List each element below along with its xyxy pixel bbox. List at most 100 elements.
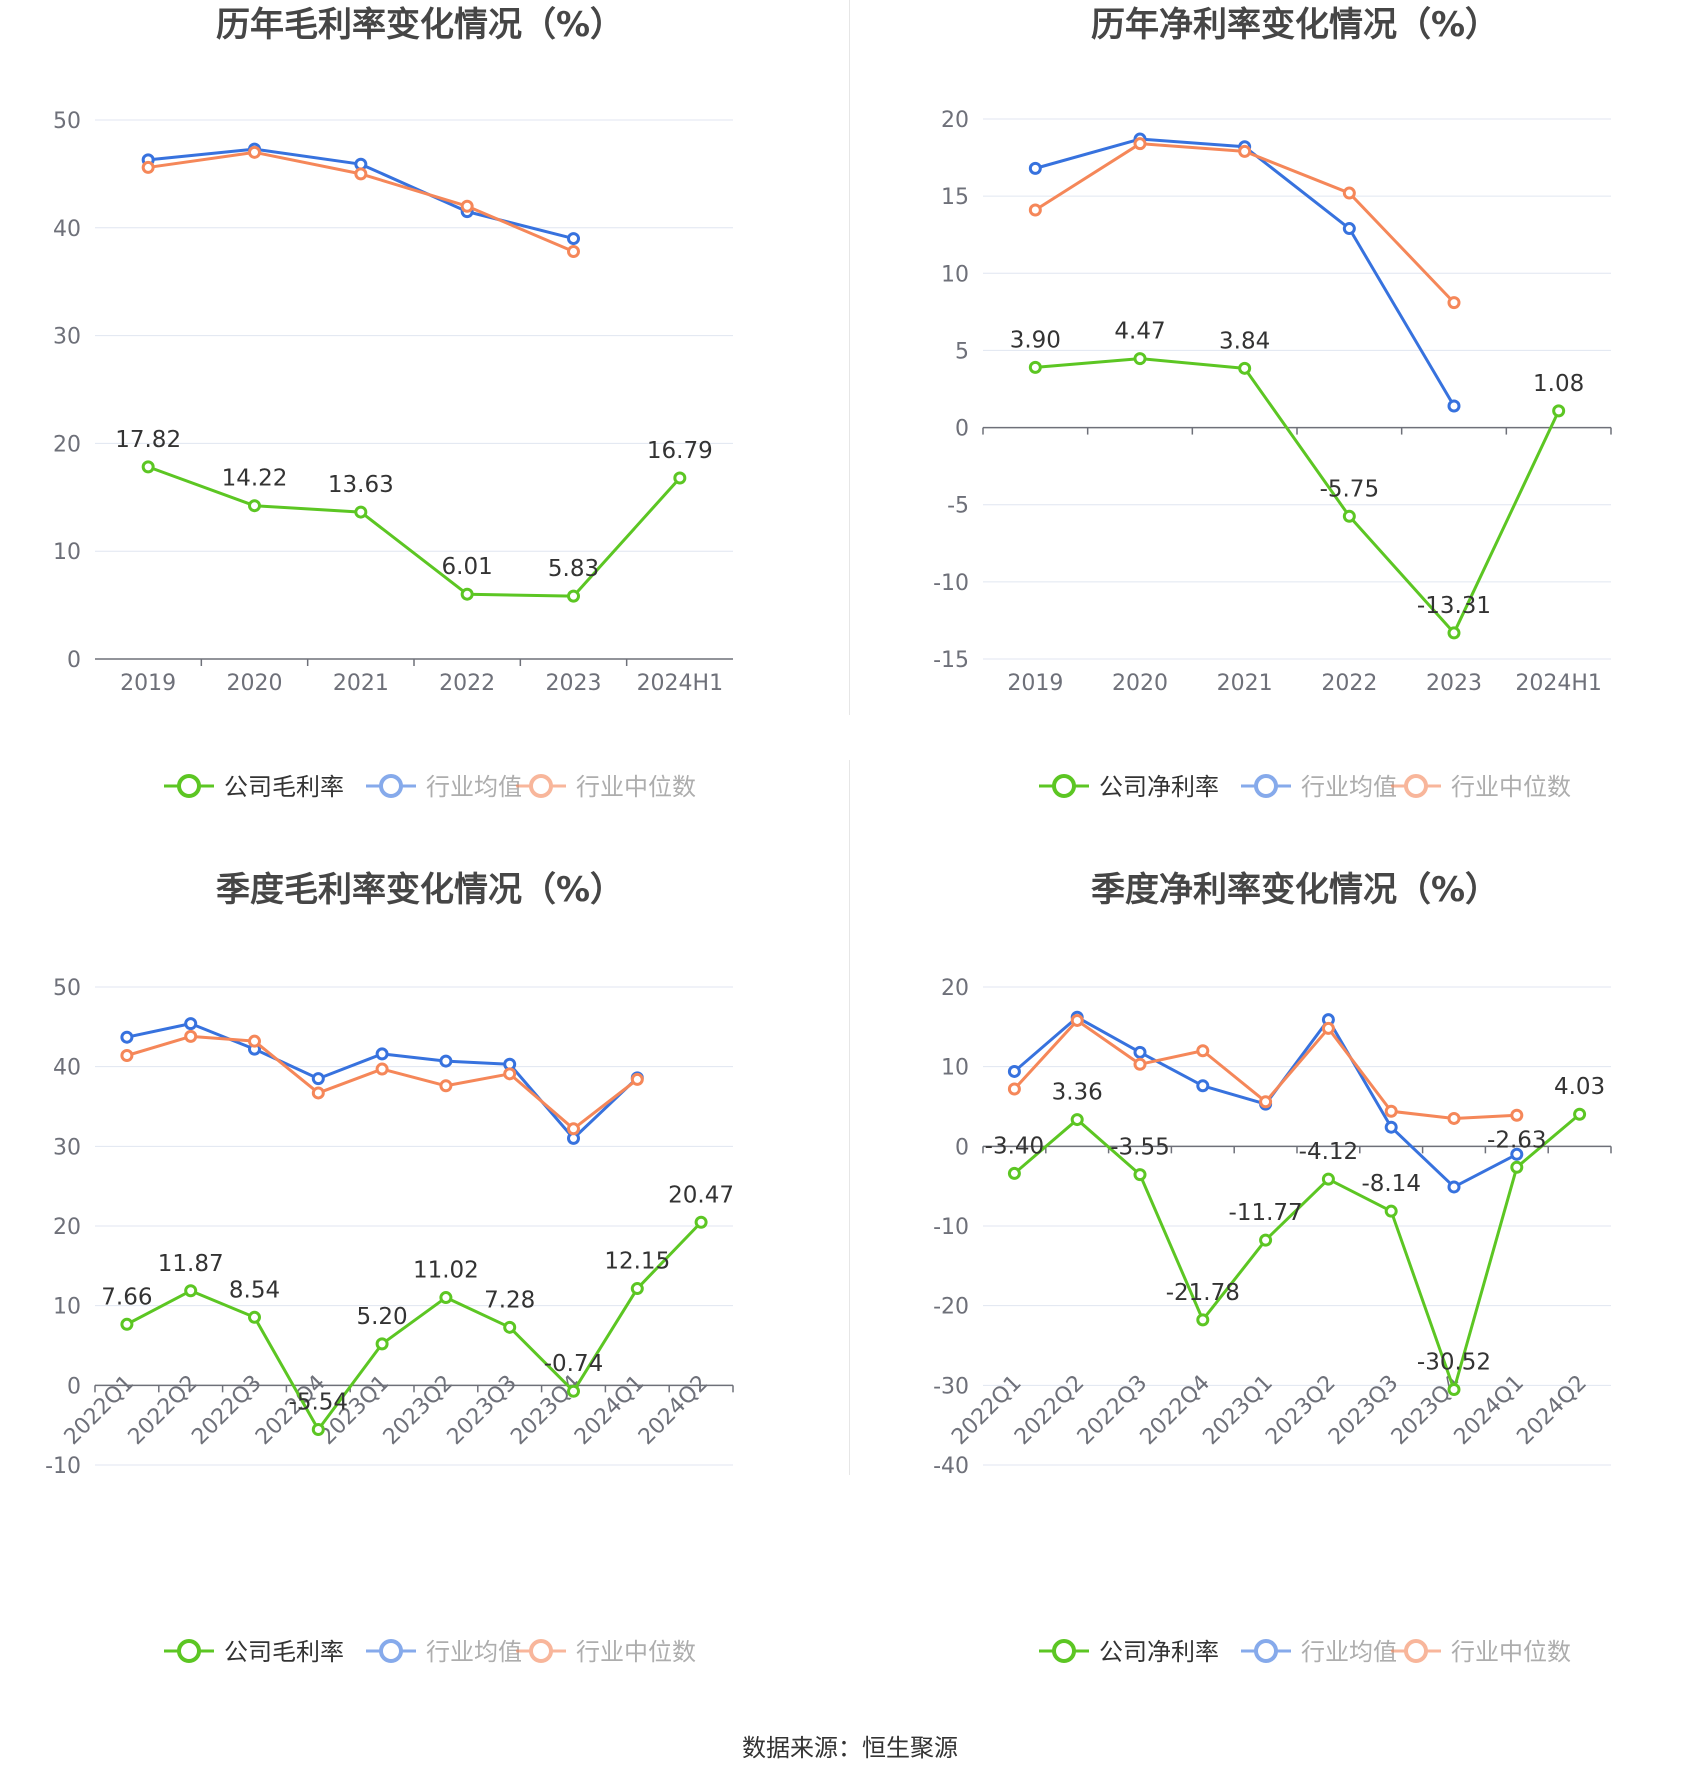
legend-item-company[interactable]: 公司净利率	[1039, 773, 1219, 801]
data-point-industry-avg[interactable]	[1133, 1045, 1147, 1059]
data-point-industry-median[interactable]	[1133, 137, 1147, 151]
legend-item-industry-avg[interactable]: 行业均值	[366, 1638, 522, 1666]
data-point-industry-median[interactable]	[1447, 1111, 1461, 1125]
legend-item-industry-avg[interactable]: 行业均值	[366, 773, 522, 801]
chart-title: 季度净利率变化情况（%）	[1091, 870, 1499, 910]
data-point-company[interactable]	[503, 1320, 517, 1334]
data-point-industry-median[interactable]	[1447, 296, 1461, 310]
data-point-industry-median[interactable]	[1510, 1108, 1524, 1122]
data-point-company[interactable]	[1573, 1107, 1587, 1121]
legend-item-industry-median[interactable]: 行业中位数	[516, 773, 696, 801]
data-point-company[interactable]	[439, 1291, 453, 1305]
data-point-industry-avg[interactable]	[375, 1047, 389, 1061]
x-tick-label: 2023Q4	[506, 1371, 585, 1450]
series-line-company	[1035, 357, 1561, 635]
data-point-industry-avg[interactable]	[184, 1017, 198, 1031]
data-point-industry-median[interactable]	[630, 1072, 644, 1086]
data-point-industry-median[interactable]	[1196, 1044, 1210, 1058]
data-point-company[interactable]	[184, 1284, 198, 1298]
data-point-industry-median[interactable]	[1238, 144, 1252, 158]
legend-item-company[interactable]: 公司毛利率	[164, 1638, 344, 1666]
data-point-company[interactable]	[354, 505, 368, 519]
y-tick-label: 10	[941, 262, 969, 287]
x-tick-label: 2023	[546, 671, 602, 696]
data-point-industry-median[interactable]	[567, 1122, 580, 1136]
data-point-company[interactable]	[1196, 1313, 1210, 1327]
data-point-industry-avg[interactable]	[1342, 222, 1356, 236]
data-point-company[interactable]	[1007, 1166, 1021, 1180]
data-point-company[interactable]	[311, 1422, 325, 1436]
legend-item-company[interactable]: 公司毛利率	[164, 773, 344, 801]
data-point-industry-avg[interactable]	[567, 232, 580, 246]
data-point-industry-avg[interactable]	[439, 1054, 453, 1068]
data-point-industry-avg[interactable]	[1196, 1079, 1210, 1093]
data-point-company[interactable]	[1447, 1382, 1461, 1396]
legend-item-industry-median[interactable]: 行业中位数	[516, 1638, 696, 1666]
data-point-industry-median[interactable]	[375, 1062, 389, 1076]
data-point-company[interactable]	[1028, 360, 1042, 374]
data-point-industry-median[interactable]	[354, 167, 368, 181]
legend-item-industry-median[interactable]: 行业中位数	[1391, 1638, 1571, 1666]
data-point-company[interactable]	[1447, 626, 1461, 640]
data-point-industry-median[interactable]	[439, 1079, 453, 1093]
data-point-industry-median[interactable]	[1342, 186, 1356, 200]
data-point-company[interactable]	[673, 471, 687, 485]
data-point-industry-avg[interactable]	[1384, 1120, 1398, 1134]
legend-item-company[interactable]: 公司净利率	[1039, 1638, 1219, 1666]
data-point-company[interactable]	[567, 1384, 580, 1398]
data-point-company[interactable]	[567, 589, 580, 603]
data-point-company[interactable]	[694, 1215, 708, 1229]
data-point-company[interactable]	[248, 1310, 261, 1324]
data-point-company[interactable]	[248, 499, 261, 513]
data-point-industry-median[interactable]	[1384, 1104, 1398, 1118]
legend-item-industry-avg[interactable]: 行业均值	[1241, 773, 1397, 801]
x-tick-label: 2022	[1321, 671, 1377, 696]
data-point-industry-avg[interactable]	[1007, 1064, 1021, 1078]
data-point-industry-avg[interactable]	[1510, 1147, 1524, 1161]
data-point-company[interactable]	[1321, 1172, 1335, 1186]
data-point-company[interactable]	[1133, 1168, 1147, 1182]
chart-title: 历年毛利率变化情况（%）	[216, 5, 624, 45]
data-point-industry-avg[interactable]	[1028, 161, 1042, 175]
legend-item-industry-avg[interactable]: 行业均值	[1241, 1638, 1397, 1666]
data-point-industry-median[interactable]	[184, 1029, 198, 1043]
legend-marker	[177, 1639, 201, 1663]
data-point-industry-median[interactable]	[460, 199, 474, 213]
data-point-company[interactable]	[120, 1317, 134, 1331]
data-point-industry-median[interactable]	[1133, 1057, 1147, 1071]
data-point-industry-median[interactable]	[1028, 203, 1042, 217]
data-point-company[interactable]	[141, 460, 155, 474]
data-point-industry-median[interactable]	[1007, 1082, 1021, 1096]
y-tick-label: -10	[933, 1215, 969, 1240]
data-point-industry-median[interactable]	[1259, 1095, 1273, 1109]
data-point-company[interactable]	[1238, 361, 1252, 375]
chart-3: 季度毛利率变化情况（%）-10010203040502022Q12022Q220…	[45, 870, 734, 1666]
data-point-industry-avg[interactable]	[1447, 399, 1461, 413]
legend-label: 公司净利率	[1099, 773, 1219, 801]
data-point-company[interactable]	[460, 587, 474, 601]
data-point-industry-median[interactable]	[1321, 1021, 1335, 1035]
data-point-company[interactable]	[1510, 1160, 1524, 1174]
data-point-industry-median[interactable]	[248, 145, 261, 159]
data-point-industry-median[interactable]	[141, 160, 155, 174]
data-point-industry-median[interactable]	[248, 1034, 261, 1048]
data-point-company[interactable]	[1552, 404, 1566, 418]
data-point-industry-avg[interactable]	[120, 1030, 134, 1044]
data-point-industry-median[interactable]	[120, 1049, 134, 1063]
legend-item-industry-median[interactable]: 行业中位数	[1391, 773, 1571, 801]
data-point-industry-median[interactable]	[1070, 1013, 1084, 1027]
data-point-industry-avg[interactable]	[311, 1072, 325, 1086]
data-label: -11.77	[1229, 1200, 1303, 1226]
data-point-industry-avg[interactable]	[1447, 1180, 1461, 1194]
data-point-company[interactable]	[1384, 1204, 1398, 1218]
data-point-industry-median[interactable]	[311, 1086, 325, 1100]
legend-label: 公司净利率	[1099, 1638, 1219, 1666]
data-point-company[interactable]	[1342, 509, 1356, 523]
data-point-industry-median[interactable]	[567, 245, 580, 259]
data-point-company[interactable]	[375, 1337, 389, 1351]
data-point-company[interactable]	[1259, 1233, 1273, 1247]
data-point-company[interactable]	[630, 1282, 644, 1296]
data-point-industry-median[interactable]	[503, 1067, 517, 1081]
data-point-company[interactable]	[1070, 1113, 1084, 1127]
data-point-company[interactable]	[1133, 352, 1147, 366]
